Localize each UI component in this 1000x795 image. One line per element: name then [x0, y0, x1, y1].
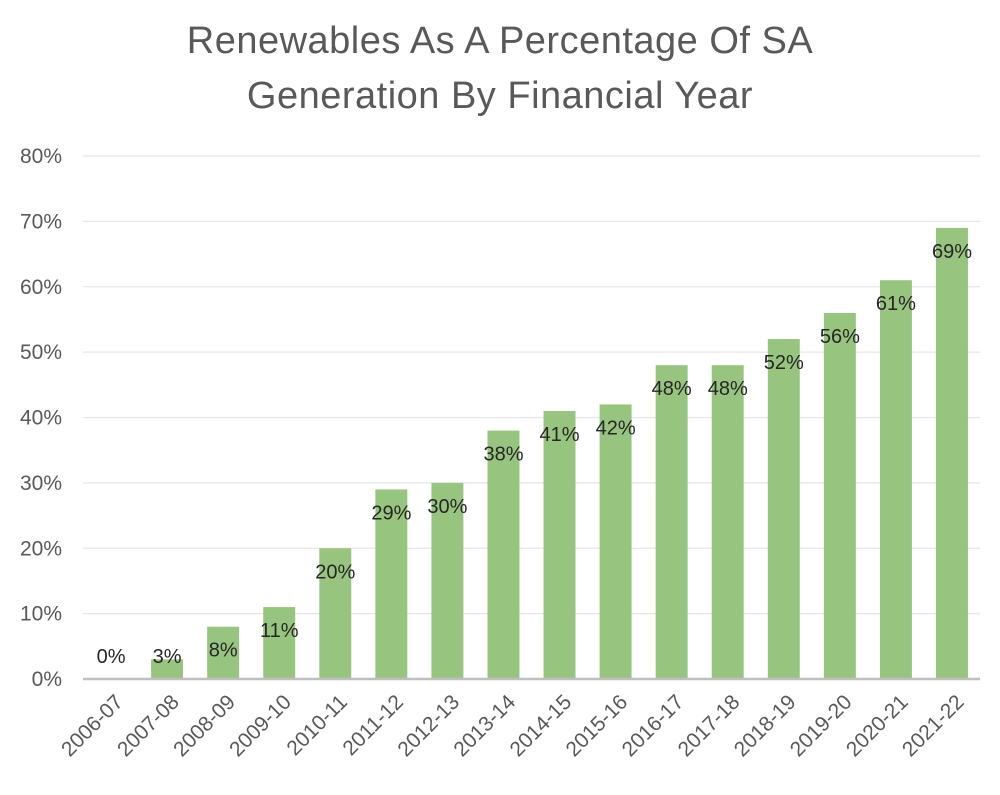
chart-title: Renewables As A Percentage Of SA Generat…	[0, 14, 1000, 124]
bars	[151, 227, 968, 679]
y-axis-ticks: 0% 10% 20% 30% 40% 50% 60% 70% 80%	[20, 145, 62, 691]
data-label: 3%	[153, 646, 182, 668]
bar	[543, 410, 576, 679]
data-label: 20%	[315, 561, 355, 583]
data-label: 0%	[97, 646, 126, 668]
bar	[823, 312, 856, 679]
data-label: 8%	[209, 640, 238, 662]
bar	[599, 404, 632, 679]
y-tick-label: 0%	[32, 668, 62, 691]
x-tick-label: 2006-07	[57, 690, 128, 761]
bar	[263, 607, 296, 679]
bar	[935, 227, 968, 679]
bar	[711, 365, 744, 679]
x-tick-label: 2020-21	[842, 690, 913, 761]
data-label: 38%	[483, 444, 523, 466]
y-tick-label: 50%	[20, 341, 62, 364]
bar	[207, 626, 240, 679]
x-axis-ticks: 2006-072007-082008-092009-102010-112011-…	[57, 690, 969, 761]
bar	[375, 489, 408, 679]
x-tick-label: 2014-15	[505, 690, 576, 761]
bar	[655, 365, 688, 679]
bar	[151, 659, 184, 679]
y-tick-label: 60%	[20, 276, 62, 299]
y-tick-label: 80%	[20, 145, 62, 168]
chart-title-line-1: Renewables As A Percentage Of SA	[186, 20, 814, 62]
data-labels: 0% 3% 8% 11% 20% 29% 30% 38% 41% 42% 48% 48% 52% 56% 6…	[97, 241, 973, 668]
data-label: 29%	[371, 502, 411, 524]
x-tick-label: 2009-10	[225, 690, 296, 761]
data-label: 61%	[876, 293, 916, 315]
chart-title-line-2: Generation By Financial Year	[246, 75, 754, 117]
data-label: 52%	[764, 352, 804, 374]
bar	[879, 280, 912, 679]
x-tick-label: 2008-09	[169, 690, 240, 761]
data-label: 48%	[652, 378, 692, 400]
x-tick-label: 2017-18	[674, 690, 745, 761]
y-tick-label: 30%	[20, 472, 62, 495]
data-label: 48%	[708, 378, 748, 400]
data-label: 41%	[540, 424, 580, 446]
bar	[767, 339, 800, 679]
y-tick-label: 40%	[20, 407, 62, 430]
x-tick-label: 2012-13	[393, 690, 464, 761]
x-tick-label: 2007-08	[113, 690, 184, 761]
x-tick-label: 2021-22	[898, 690, 969, 761]
x-tick-label: 2015-16	[562, 690, 633, 761]
y-tick-label: 10%	[20, 603, 62, 626]
x-tick-label: 2019-20	[786, 690, 857, 761]
bar	[319, 548, 352, 679]
x-tick-label: 2018-19	[730, 690, 801, 761]
bar	[431, 482, 464, 679]
x-tick-label: 2016-17	[618, 690, 689, 761]
data-label: 56%	[820, 326, 860, 348]
data-label: 30%	[427, 496, 467, 518]
data-label: 11%	[260, 620, 299, 642]
bar	[487, 430, 520, 679]
data-label: 42%	[596, 417, 636, 439]
y-tick-label: 70%	[20, 210, 62, 233]
y-tick-label: 20%	[20, 537, 62, 560]
x-tick-label: 2010-11	[282, 690, 352, 760]
data-label: 69%	[932, 241, 972, 263]
